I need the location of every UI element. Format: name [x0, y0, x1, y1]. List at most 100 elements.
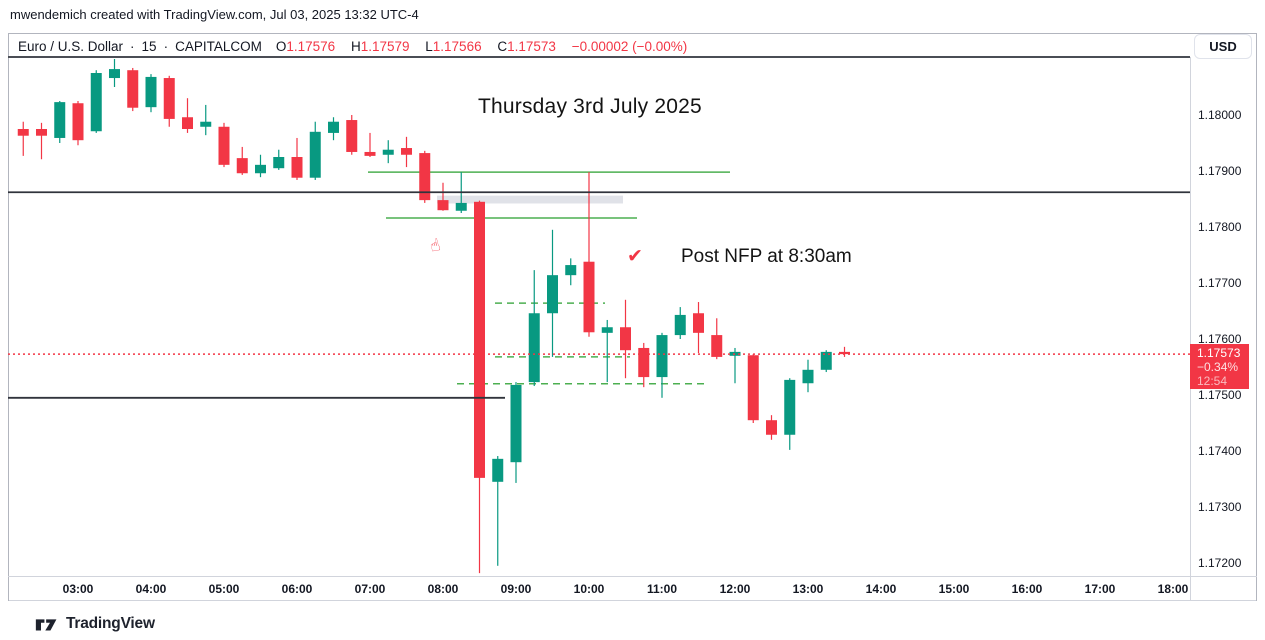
price-axis-label: 1.18000: [1198, 108, 1242, 122]
time-axis-label: 05:00: [208, 582, 240, 596]
candle-down: [72, 103, 84, 141]
candle-down: [127, 70, 139, 108]
checkmark-icon[interactable]: ✔: [627, 246, 643, 267]
interval-value[interactable]: 15: [141, 39, 157, 54]
candle-down: [291, 157, 303, 178]
candle-up: [109, 69, 120, 79]
time-axis-label: 11:00: [646, 582, 678, 596]
candle-up: [528, 313, 540, 383]
candle-down: [218, 126, 230, 165]
time-axis-label: 15:00: [938, 582, 970, 596]
legend-separator: ·: [130, 39, 135, 54]
candle-up: [145, 76, 157, 108]
time-axis-label: 04:00: [135, 582, 167, 596]
close-value: 1.17573: [507, 39, 556, 54]
candle-down: [583, 261, 595, 333]
price-axis-label: 1.17200: [1198, 556, 1242, 570]
bar-countdown: 12:54: [1197, 374, 1228, 388]
candle-up: [784, 379, 796, 435]
candle-up: [601, 327, 613, 333]
time-axis-label: 12:00: [719, 582, 751, 596]
price-axis-label: 1.17900: [1198, 164, 1242, 178]
time-axis-label: 07:00: [354, 582, 386, 596]
candle-up: [273, 157, 285, 169]
price-axis-label: 1.17500: [1198, 388, 1242, 402]
candle-up: [656, 335, 668, 378]
time-axis-label: 03:00: [62, 582, 94, 596]
candle-up: [455, 202, 467, 211]
currency-toggle-button[interactable]: USD: [1194, 34, 1252, 59]
time-axis-label: 14:00: [865, 582, 897, 596]
price-axis-label: 1.17600: [1198, 332, 1242, 346]
nfp-annotation[interactable]: Post NFP at 8:30am: [681, 246, 852, 267]
candle-down: [766, 420, 777, 435]
candle-up: [492, 458, 504, 482]
high-value: 1.17579: [360, 39, 410, 54]
tradingview-logo-text: TradingView: [66, 615, 155, 632]
time-axis-label: 08:00: [427, 582, 459, 596]
open-value: 1.17576: [286, 39, 336, 54]
candle-down: [711, 335, 723, 357]
close-label: C: [497, 39, 508, 54]
candle-down: [182, 117, 193, 129]
candle-down: [163, 78, 175, 119]
candle-down: [346, 120, 358, 152]
candle-down: [364, 151, 376, 156]
candle-down: [36, 129, 47, 136]
candle-up: [802, 369, 814, 384]
candle-up: [90, 73, 102, 132]
time-axis-label: 18:00: [1157, 582, 1189, 596]
candle-up: [309, 131, 321, 178]
candle-up: [510, 384, 522, 463]
tradingview-logo[interactable]: TradingView: [35, 615, 155, 633]
time-axis-label: 09:00: [500, 582, 532, 596]
candle-down: [638, 347, 650, 378]
exchange-name[interactable]: CAPITALCOM: [175, 39, 262, 54]
last-price-badge: 1.17573 −0.34% 12:54: [1190, 344, 1249, 389]
low-label: L: [425, 39, 433, 54]
candle-down: [419, 153, 431, 201]
high-label: H: [350, 39, 361, 54]
time-axis-label: 17:00: [1084, 582, 1116, 596]
candle-down: [474, 201, 485, 478]
candle-down: [401, 148, 412, 155]
price-axis-label: 1.17300: [1198, 500, 1242, 514]
supply-zone[interactable]: [437, 195, 623, 204]
candle-down: [620, 327, 631, 351]
candle-up: [674, 314, 686, 336]
symbol-title[interactable]: Euro / U.S. Dollar: [18, 39, 124, 54]
candle-up: [547, 275, 558, 314]
time-axis-label: 06:00: [281, 582, 313, 596]
price-axis-label: 1.17400: [1198, 444, 1242, 458]
open-label: O: [275, 39, 287, 54]
candle-down: [839, 351, 850, 355]
candle-up: [54, 102, 66, 138]
change-value: −0.00002 (−0.00%): [571, 39, 688, 54]
time-axis-label: 10:00: [573, 582, 605, 596]
candle-up: [328, 121, 339, 133]
symbol-legend: Euro / U.S. Dollar · 15 · CAPITALCOM O1.…: [18, 39, 687, 54]
time-axis-label: 16:00: [1011, 582, 1043, 596]
attribution-text: mwendemich created with TradingView.com,…: [10, 7, 419, 22]
candle-up: [255, 164, 266, 174]
last-price-value: 1.17573: [1197, 346, 1241, 360]
candle-down: [236, 158, 248, 174]
low-value: 1.17566: [432, 39, 482, 54]
candle-down: [693, 313, 704, 333]
candle-up: [820, 351, 832, 370]
legend-separator: ·: [163, 39, 169, 54]
candle-up: [200, 121, 212, 127]
ohlc-values: O1.17576 H1.17579 L1.17566 C1.17573 −0.0…: [276, 39, 687, 54]
change-percent: −0.34%: [1197, 360, 1239, 374]
candle-up: [565, 265, 577, 276]
price-axis-label: 1.17700: [1198, 276, 1242, 290]
candle-down: [747, 355, 759, 421]
candle-up: [382, 149, 394, 155]
candle-down: [17, 129, 29, 136]
tradingview-logo-icon: [35, 618, 57, 630]
candle-down: [437, 200, 449, 211]
time-axis-label: 13:00: [792, 582, 824, 596]
date-annotation[interactable]: Thursday 3rd July 2025: [478, 95, 702, 118]
